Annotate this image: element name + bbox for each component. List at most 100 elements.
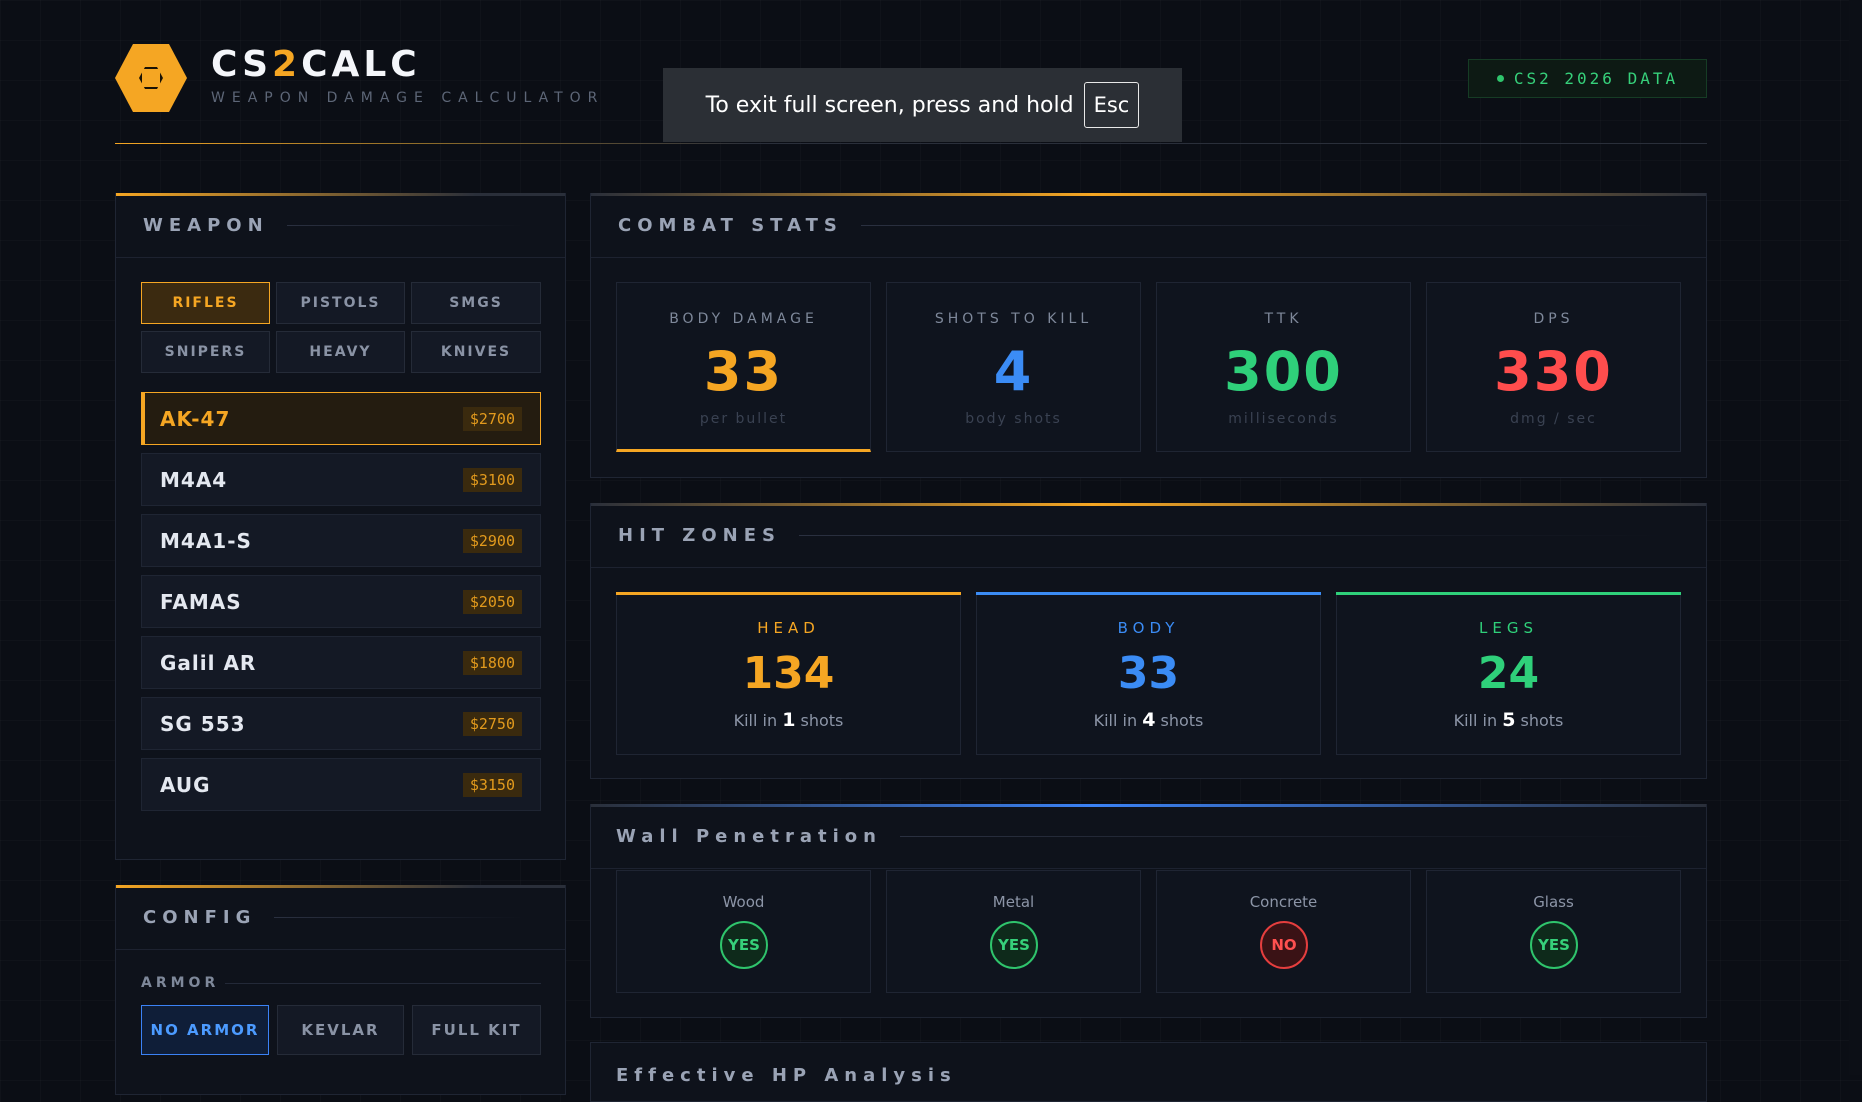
header-rule <box>798 535 1666 536</box>
category-knives[interactable]: KNIVES <box>411 331 541 373</box>
wall-penetration-title: Wall Penetration <box>616 826 882 847</box>
header-divider <box>115 143 1707 144</box>
hit-zones-header: HIT ZONES <box>591 504 1706 568</box>
panel-accent <box>591 193 1706 196</box>
zone-label: LEGS <box>1479 619 1538 637</box>
stat-value: 4 <box>993 340 1034 403</box>
weapon-name: M4A1-S <box>160 528 252 553</box>
material-label: Concrete <box>1249 893 1318 911</box>
armor-label: ARMOR <box>141 975 220 991</box>
weapon-panel-header: WEAPON <box>116 194 565 258</box>
weapon-price: $2900 <box>462 528 522 553</box>
weapon-price: $3150 <box>462 772 522 797</box>
config-panel: CONFIG <box>115 885 566 1095</box>
weapon-price: $2750 <box>462 711 522 736</box>
header-rule <box>899 836 1666 837</box>
weapon-name: AK-47 <box>160 406 231 431</box>
material-label: Wood <box>722 893 765 911</box>
brand-title: CS2CALC <box>211 44 421 85</box>
zone-card-legs: LEGS 24 Kill in 5 shots <box>1336 592 1681 755</box>
logo-hex-inner-icon <box>139 66 163 90</box>
armor-kevlar-button[interactable]: KEVLAR <box>277 1005 404 1055</box>
stat-value: 33 <box>703 340 784 403</box>
weapon-row-sg553[interactable]: SG 553 $2750 <box>141 697 541 750</box>
penetration-metal: Metal YES <box>886 870 1141 993</box>
zone-label: BODY <box>1117 619 1180 637</box>
stat-unit: dmg / sec <box>1510 411 1597 427</box>
weapon-row-galil[interactable]: Galil AR $1800 <box>141 636 541 689</box>
config-panel-title: CONFIG <box>143 907 257 928</box>
weapon-name: SG 553 <box>160 711 246 736</box>
material-label: Metal <box>992 893 1035 911</box>
weapon-row-aug[interactable]: AUG $3150 <box>141 758 541 811</box>
panel-accent <box>116 885 565 888</box>
stat-card-dps: DPS 330 dmg / sec <box>1426 282 1681 452</box>
zone-damage: 33 <box>1117 648 1180 699</box>
weapon-row-m4a1s[interactable]: M4A1-S $2900 <box>141 514 541 567</box>
zone-accent <box>1336 592 1681 595</box>
badge-label: CS2 2026 DATA <box>1513 69 1679 88</box>
material-label: Glass <box>1533 893 1574 911</box>
stat-unit: per bullet <box>699 411 788 427</box>
zone-card-body: BODY 33 Kill in 4 shots <box>976 592 1321 755</box>
zone-label: HEAD <box>757 619 820 637</box>
zone-kill-text: Kill in 5 shots <box>1453 709 1564 731</box>
weapon-row-famas[interactable]: FAMAS $2050 <box>141 575 541 628</box>
armor-none-button[interactable]: NO ARMOR <box>141 1005 269 1055</box>
category-rifles[interactable]: RIFLES <box>141 282 270 324</box>
effective-hp-panel: Effective HP Analysis <box>590 1042 1707 1102</box>
stat-value: 330 <box>1494 340 1613 403</box>
weapon-price: $2700 <box>462 406 522 431</box>
zone-accent <box>976 592 1321 595</box>
stat-label: SHOTS TO KILL <box>934 311 1093 327</box>
zone-accent <box>616 592 961 595</box>
hit-zones-title: HIT ZONES <box>618 525 781 546</box>
stat-label: TTK <box>1264 311 1303 327</box>
penetration-result: YES <box>720 921 768 969</box>
penetration-result: NO <box>1260 921 1308 969</box>
stat-label: BODY DAMAGE <box>669 311 818 327</box>
stat-unit: milliseconds <box>1228 411 1339 427</box>
zone-card-head: HEAD 134 Kill in 1 shots <box>616 592 961 755</box>
status-dot-icon <box>1496 75 1504 82</box>
penetration-wood: Wood YES <box>616 870 871 993</box>
armor-rule <box>225 983 541 984</box>
zone-kill-text: Kill in 1 shots <box>733 709 844 731</box>
category-pistols[interactable]: PISTOLS <box>276 282 405 324</box>
zone-kill-text: Kill in 4 shots <box>1093 709 1204 731</box>
page-scrollbar[interactable] <box>1849 0 1862 1075</box>
zone-damage: 24 <box>1477 648 1540 699</box>
panel-accent <box>591 503 1706 506</box>
category-smgs[interactable]: SMGS <box>411 282 541 324</box>
penetration-result: YES <box>1530 921 1578 969</box>
stat-card-ttk: TTK 300 milliseconds <box>1156 282 1411 452</box>
weapon-price: $3100 <box>462 467 522 492</box>
header-rule <box>286 225 525 226</box>
panel-accent <box>591 804 1706 807</box>
weapon-panel-title: WEAPON <box>143 215 269 236</box>
fullscreen-notice-text: To exit full screen, press and hold <box>705 92 1074 118</box>
weapon-name: FAMAS <box>160 589 242 614</box>
stat-label: DPS <box>1533 311 1574 327</box>
brand-subtitle: WEAPON DAMAGE CALCULATOR <box>211 90 605 106</box>
stat-card-shots-to-kill: SHOTS TO KILL 4 body shots <box>886 282 1141 452</box>
stat-unit: body shots <box>965 411 1062 427</box>
weapon-price: $1800 <box>462 650 522 675</box>
panel-accent <box>116 193 565 196</box>
header-rule <box>860 225 1666 226</box>
stat-value: 300 <box>1224 340 1343 403</box>
category-heavy[interactable]: HEAVY <box>276 331 405 373</box>
weapon-price: $2050 <box>462 589 522 614</box>
weapon-row-m4a4[interactable]: M4A4 $3100 <box>141 453 541 506</box>
effective-hp-title: Effective HP Analysis <box>616 1065 957 1086</box>
weapon-name: AUG <box>160 772 211 797</box>
combat-stats-header: COMBAT STATS <box>591 194 1706 258</box>
esc-key: Esc <box>1083 82 1140 128</box>
weapon-row-ak47[interactable]: AK-47 $2700 <box>141 392 541 445</box>
wall-penetration-header: Wall Penetration <box>591 805 1706 869</box>
armor-fullkit-button[interactable]: FULL KIT <box>412 1005 541 1055</box>
category-snipers[interactable]: SNIPERS <box>141 331 270 373</box>
zone-damage: 134 <box>742 648 835 699</box>
data-version-badge: CS2 2026 DATA <box>1468 59 1707 98</box>
weapon-name: M4A4 <box>160 467 228 492</box>
